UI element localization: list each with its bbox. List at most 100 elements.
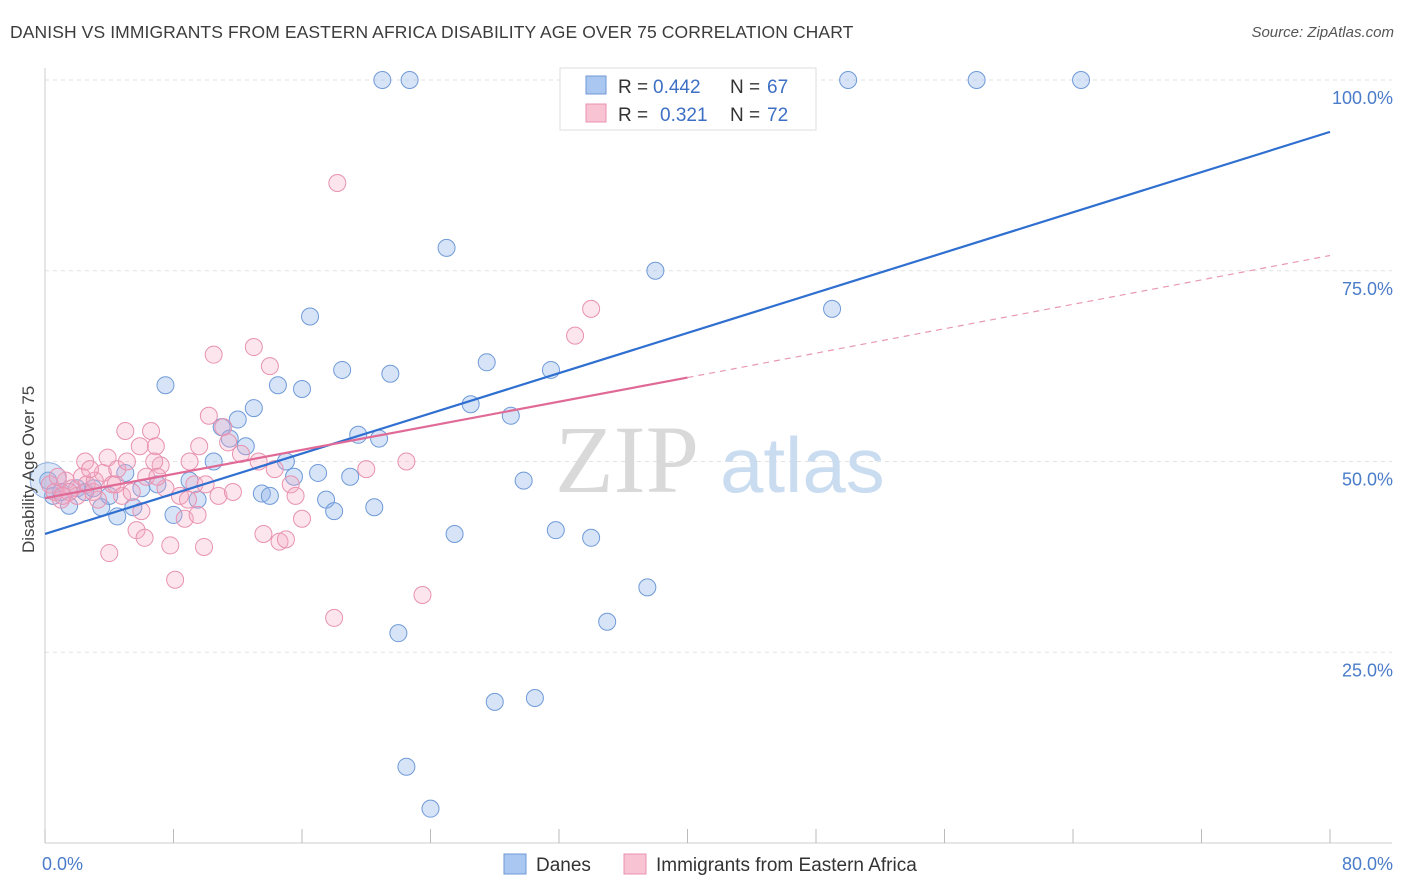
- legend-r-label-0: R =: [618, 77, 648, 98]
- danes-point-30: [301, 307, 320, 326]
- immigrants-point-67: [48, 467, 67, 486]
- immigrants-point-52: [566, 326, 585, 345]
- danes-point-65: [400, 71, 419, 89]
- danes-point-35: [341, 467, 360, 486]
- watermark-zip: ZIP: [555, 406, 699, 513]
- immigrants-point-63: [130, 437, 149, 456]
- danes-point-26: [268, 376, 287, 395]
- bottom-legend-swatch-danes: [503, 853, 527, 875]
- danes-point-55: [638, 578, 657, 597]
- danes-point-44: [445, 524, 464, 543]
- danes-point-23: [244, 399, 263, 418]
- bottom-legend-immigrants: Immigrants from Eastern Africa: [656, 855, 917, 876]
- legend-r-label-1: R =: [618, 105, 648, 126]
- immigrants-point-9: [89, 490, 108, 509]
- bottom-legend-danes: Danes: [536, 855, 591, 876]
- danes-point-56: [646, 261, 665, 280]
- immigrants-trend-extension: [687, 254, 1331, 379]
- immigrants-point-39: [254, 524, 273, 543]
- y-axis-label: Disability Age Over 75: [19, 386, 38, 553]
- legend-n-value-0: 67: [767, 77, 788, 98]
- danes-point-25: [260, 486, 279, 505]
- immigrants-point-25: [166, 570, 185, 589]
- x-tick-label-0: 0.0%: [42, 854, 83, 874]
- danes-point-47: [485, 692, 504, 711]
- danes-point-15: [164, 505, 183, 524]
- source-label: Source: ZipAtlas.com: [1251, 24, 1394, 41]
- danes-point-61: [839, 71, 858, 89]
- danes-point-50: [525, 689, 544, 708]
- immigrants-point-56: [116, 421, 135, 440]
- immigrants-point-13: [108, 460, 127, 479]
- immigrants-point-36: [219, 433, 238, 452]
- trend-lines: [44, 130, 1331, 536]
- immigrants-point-57: [145, 452, 164, 471]
- top-legend: R = 0.442 N = 67 R = 0.321 N = 72: [559, 67, 817, 131]
- immigrants-point-70: [135, 528, 154, 547]
- legend-r-value-1: 0.321: [660, 105, 708, 126]
- immigrants-points: [40, 174, 601, 627]
- watermark-atlas: atlas: [720, 421, 885, 509]
- legend-swatch-danes: [585, 75, 607, 95]
- immigrants-point-34: [209, 486, 228, 505]
- y-tick-label-1: 50.0%: [1342, 470, 1393, 490]
- immigrants-point-59: [223, 483, 242, 502]
- x-tick-label-1: 80.0%: [1342, 854, 1393, 874]
- danes-point-52: [546, 521, 565, 540]
- danes-point-38: [370, 429, 389, 448]
- immigrants-point-41: [265, 460, 284, 479]
- y-tick-label-3: 100.0%: [1332, 88, 1393, 108]
- danes-point-41: [397, 757, 416, 776]
- immigrants-point-48: [328, 174, 347, 193]
- danes-point-37: [365, 498, 384, 517]
- danes-point-17: [188, 490, 207, 509]
- legend-n-label-1: N =: [730, 105, 760, 126]
- immigrants-point-51: [413, 586, 432, 605]
- immigrants-point-71: [188, 505, 207, 524]
- y-tick-label-0: 25.0%: [1342, 660, 1393, 680]
- immigrants-point-58: [178, 490, 197, 509]
- danes-point-54: [598, 612, 617, 631]
- immigrants-point-15: [117, 452, 136, 471]
- immigrants-point-37: [244, 338, 263, 357]
- danes-point-14: [156, 376, 175, 395]
- immigrants-point-49: [357, 460, 376, 479]
- danes-point-62: [967, 71, 986, 89]
- danes-point-60: [823, 299, 842, 318]
- danes-point-53: [582, 528, 601, 547]
- immigrants-point-43: [276, 530, 295, 549]
- immigrants-point-53: [582, 299, 601, 318]
- immigrants-point-31: [195, 537, 214, 556]
- immigrants-point-24: [161, 536, 180, 555]
- immigrants-point-28: [180, 452, 199, 471]
- danes-point-64: [373, 71, 392, 89]
- immigrants-trend-line: [44, 376, 688, 500]
- immigrants-point-16: [122, 483, 141, 502]
- immigrants-point-54: [100, 544, 119, 563]
- immigrants-point-18: [132, 502, 151, 521]
- legend-n-label-0: N =: [730, 77, 760, 98]
- immigrants-point-21: [146, 437, 165, 456]
- immigrants-point-40: [260, 357, 279, 376]
- danes-point-42: [421, 799, 440, 818]
- tick-labels: 25.0% 50.0% 75.0% 100.0% 0.0% 80.0%: [42, 88, 1393, 874]
- danes-point-49: [514, 471, 533, 490]
- immigrants-point-44: [281, 475, 300, 494]
- bottom-legend-swatch-immigrants: [623, 853, 647, 875]
- danes-point-29: [293, 380, 311, 399]
- axes: [44, 68, 1392, 844]
- immigrants-point-35: [214, 418, 233, 437]
- danes-point-33: [325, 502, 344, 521]
- danes-point-40: [389, 624, 408, 643]
- immigrants-point-50: [397, 452, 416, 471]
- legend-swatch-immigrants: [585, 103, 607, 123]
- immigrants-point-32: [199, 406, 218, 425]
- danes-point-31: [309, 463, 328, 482]
- danes-point-34: [333, 360, 352, 379]
- immigrants-point-46: [293, 509, 311, 528]
- danes-point-46: [477, 353, 496, 372]
- chart-title: DANISH VS IMMIGRANTS FROM EASTERN AFRICA…: [10, 22, 854, 42]
- danes-point-21: [228, 410, 247, 429]
- legend-n-value-1: 72: [767, 105, 788, 126]
